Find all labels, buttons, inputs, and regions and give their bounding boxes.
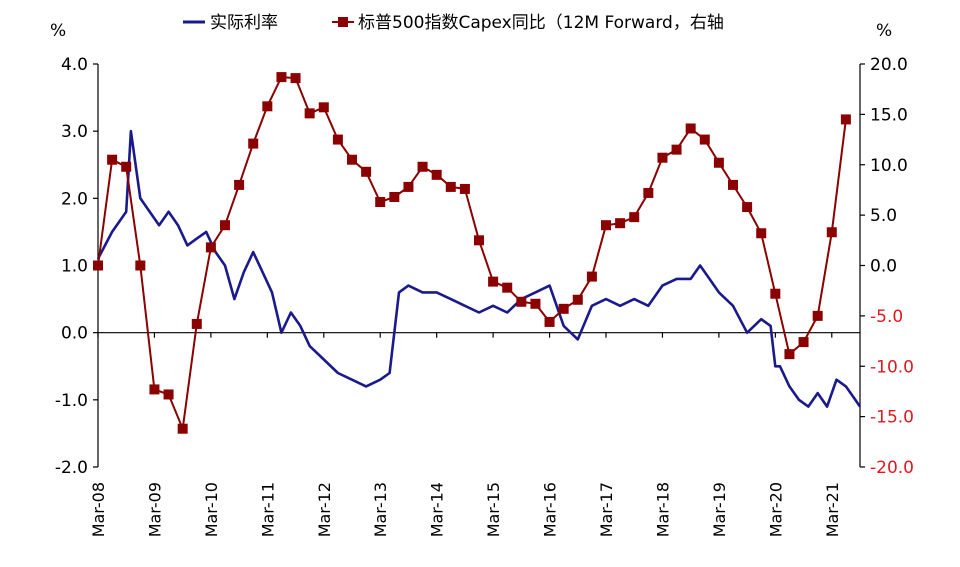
right-axis-unit: % — [876, 21, 892, 41]
capex-point — [558, 303, 569, 314]
series-markers — [93, 72, 851, 434]
capex-point — [290, 73, 301, 84]
capex-point — [417, 161, 428, 172]
series-line-real-rate — [96, 129, 862, 408]
capex-point — [220, 220, 230, 231]
capex-point — [601, 220, 611, 231]
x-tick-label: Mar-15 — [484, 482, 503, 537]
capex-point — [643, 187, 654, 198]
capex-point — [191, 318, 202, 329]
right-tick-label: -20.0 — [870, 458, 914, 478]
capex-point — [544, 316, 555, 327]
x-tick-label: Mar-13 — [371, 482, 390, 537]
right-tick-label: 15.0 — [870, 105, 908, 125]
capex-point — [502, 282, 513, 293]
capex-point — [516, 296, 527, 307]
capex-point — [488, 276, 499, 287]
capex-point — [615, 218, 626, 229]
capex-point — [572, 294, 583, 305]
left-tick-label: -2.0 — [55, 458, 88, 478]
capex-point — [685, 123, 696, 134]
x-axis-ticks: Mar-08 Mar-09 Mar-10 Mar-11 Mar-12 Mar-13 Mar-… — [89, 332, 842, 537]
capex-point — [177, 423, 188, 434]
capex-point — [121, 161, 132, 172]
capex-point — [671, 144, 682, 155]
right-tick-label: -15.0 — [870, 408, 914, 428]
capex-point — [361, 166, 372, 177]
capex-point — [375, 197, 386, 208]
x-tick-label: Mar-08 — [89, 482, 108, 537]
right-tick-label: 10.0 — [870, 156, 908, 176]
right-axis-ticks: 20.0 15.0 10.0 5.0 0.0 -5.0 -10.0 -15.0 -20.0 — [860, 55, 914, 478]
axes — [97, 64, 861, 467]
capex-point — [770, 288, 781, 299]
x-tick-label: Mar-09 — [145, 482, 164, 537]
capex-point — [248, 138, 259, 149]
capex-point — [347, 154, 357, 165]
left-axis-unit: % — [50, 21, 66, 41]
capex-point — [431, 169, 442, 180]
left-axis-ticks: 4.0 3.0 2.0 1.0 0.0 -1.0 -2.0 — [55, 55, 98, 478]
x-tick-label: Mar-19 — [710, 482, 729, 537]
right-tick-label: -5.0 — [870, 307, 903, 327]
capex-point — [826, 227, 837, 238]
capex-point — [530, 298, 541, 309]
capex-point — [798, 337, 809, 348]
capex-point — [403, 181, 414, 192]
right-tick-label: 0.0 — [870, 257, 897, 277]
left-tick-label: 1.0 — [61, 257, 88, 277]
capex-point — [262, 101, 273, 112]
capex-point — [459, 183, 470, 194]
x-tick-label: Mar-20 — [766, 482, 785, 537]
left-tick-label: 2.0 — [61, 189, 88, 209]
capex-point — [728, 179, 738, 190]
x-tick-label: Mar-11 — [258, 482, 277, 537]
x-tick-label: Mar-14 — [428, 482, 447, 537]
capex-point — [318, 102, 329, 113]
x-tick-label: Mar-18 — [653, 482, 672, 537]
x-tick-label: Mar-16 — [541, 482, 560, 537]
left-tick-label: 0.0 — [61, 324, 88, 344]
legend: 实际利率 标普500指数Capex同比（12M Forward，右轴 — [183, 13, 724, 33]
capex-point — [234, 179, 245, 190]
series-line-capex — [97, 76, 847, 430]
x-tick-label: Mar-12 — [315, 482, 334, 537]
right-tick-label: 5.0 — [870, 206, 897, 226]
capex-point — [107, 154, 118, 165]
capex-point — [756, 228, 767, 239]
left-tick-label: -1.0 — [55, 391, 88, 411]
legend-label-capex: 标普500指数Capex同比（12M Forward，右轴 — [358, 13, 724, 33]
capex-point — [699, 134, 710, 145]
capex-point — [389, 191, 400, 202]
capex-point — [840, 114, 851, 125]
left-tick-label: 3.0 — [61, 122, 88, 142]
x-tick-label: Mar-10 — [202, 482, 221, 537]
capex-point — [163, 389, 174, 400]
capex-point — [135, 260, 146, 271]
right-tick-label: 20.0 — [870, 55, 908, 75]
capex-point — [629, 212, 640, 223]
capex-point — [586, 271, 597, 282]
right-tick-label: -10.0 — [870, 357, 914, 377]
capex-point — [304, 108, 315, 119]
legend-label-real-rate: 实际利率 — [210, 13, 278, 33]
capex-point — [332, 134, 343, 145]
x-tick-label: Mar-21 — [823, 482, 842, 537]
x-tick-label: Mar-17 — [597, 482, 616, 537]
capex-point — [93, 260, 103, 271]
capex-point — [657, 152, 668, 163]
capex-point — [149, 384, 160, 395]
series-lines — [96, 76, 862, 430]
capex-point — [474, 235, 484, 246]
capex-point — [205, 242, 216, 253]
capex-point — [784, 349, 795, 360]
capex-point — [742, 202, 753, 213]
left-tick-label: 4.0 — [61, 55, 88, 75]
capex-point — [276, 72, 287, 83]
capex-point — [812, 310, 823, 321]
capex-point — [445, 181, 456, 192]
legend-marker-capex — [338, 17, 348, 27]
capex-point — [713, 157, 724, 168]
